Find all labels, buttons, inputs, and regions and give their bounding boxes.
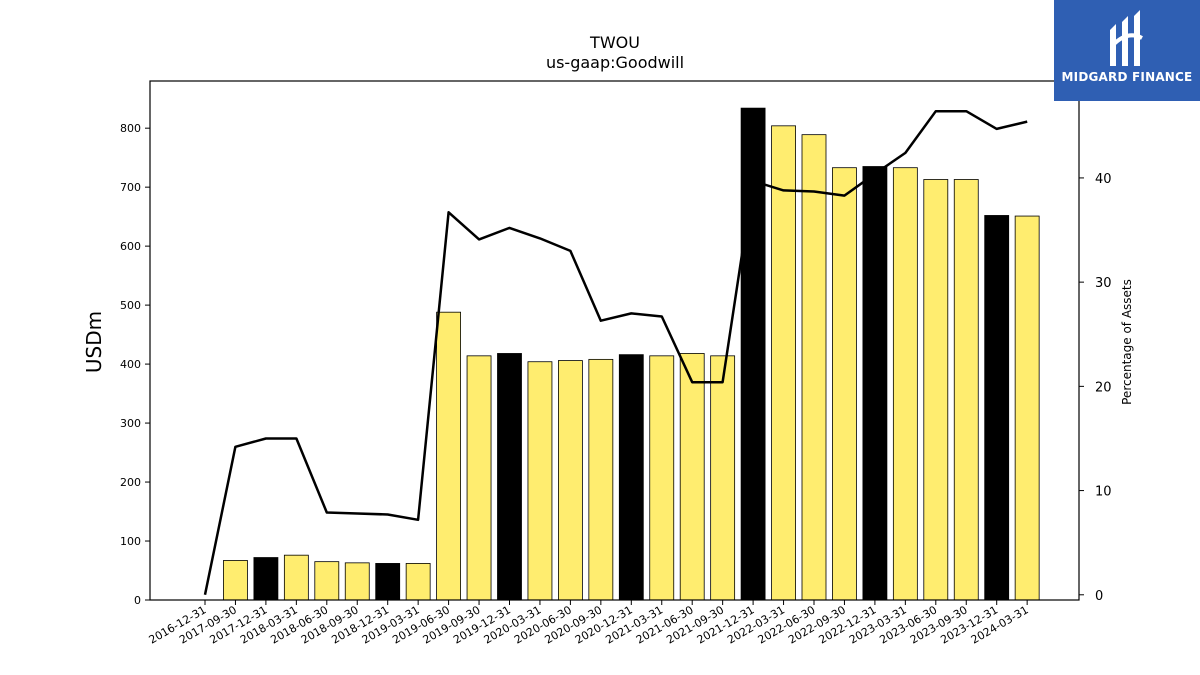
bar — [223, 560, 248, 601]
y-tick-label: 700 — [120, 181, 141, 194]
y2-tick-label: 10 — [1095, 485, 1112, 500]
bar — [497, 353, 522, 601]
y-tick-label: 400 — [120, 358, 141, 371]
bar — [558, 360, 583, 601]
bar — [832, 167, 857, 601]
bar — [283, 554, 309, 601]
bar — [710, 355, 736, 601]
bar — [405, 563, 431, 601]
y-tick-label: 600 — [120, 240, 141, 253]
percentage-line — [203, 109, 1028, 596]
bar — [740, 107, 766, 601]
y-tick-label: 800 — [120, 122, 141, 135]
midgard-logo-icon — [1110, 10, 1143, 66]
bar — [892, 167, 918, 601]
bar — [436, 311, 462, 601]
y2-axis-label: Percentage of Assets — [1120, 279, 1134, 405]
y-tick-label: 0 — [134, 594, 141, 607]
y2-tick-label: 30 — [1095, 276, 1112, 291]
bar — [1014, 215, 1040, 601]
bar — [375, 563, 401, 601]
bar — [344, 562, 370, 601]
y2-tick-label: 40 — [1095, 172, 1112, 187]
y-tick-label: 300 — [120, 417, 141, 430]
y2-tick-label: 20 — [1095, 380, 1112, 395]
midgard-finance-logo: MIDGARD FINANCE — [1054, 0, 1200, 101]
y-axis-label: USDm — [82, 311, 106, 373]
y2-tick-label: 0 — [1095, 589, 1103, 604]
y-tick-label: 500 — [120, 299, 141, 312]
bar — [862, 166, 888, 601]
bar — [314, 561, 340, 601]
y-tick-label: 200 — [120, 476, 141, 489]
bar — [527, 361, 553, 601]
plot-frame — [149, 80, 1080, 601]
bar — [618, 354, 644, 601]
bar — [588, 358, 614, 601]
bar — [984, 215, 1010, 601]
y-tick-label: 100 — [120, 535, 141, 548]
chart-subtitle: us-gaap:Goodwill — [546, 53, 684, 72]
bar — [649, 355, 675, 601]
bar — [253, 557, 279, 601]
bar — [953, 179, 979, 601]
chart-title: TWOU — [589, 33, 640, 52]
bar — [801, 134, 827, 601]
bar — [771, 125, 796, 601]
bar — [466, 355, 492, 601]
logo-text: MIDGARD FINANCE — [1061, 70, 1193, 84]
bar — [679, 353, 705, 601]
bar — [923, 179, 949, 601]
